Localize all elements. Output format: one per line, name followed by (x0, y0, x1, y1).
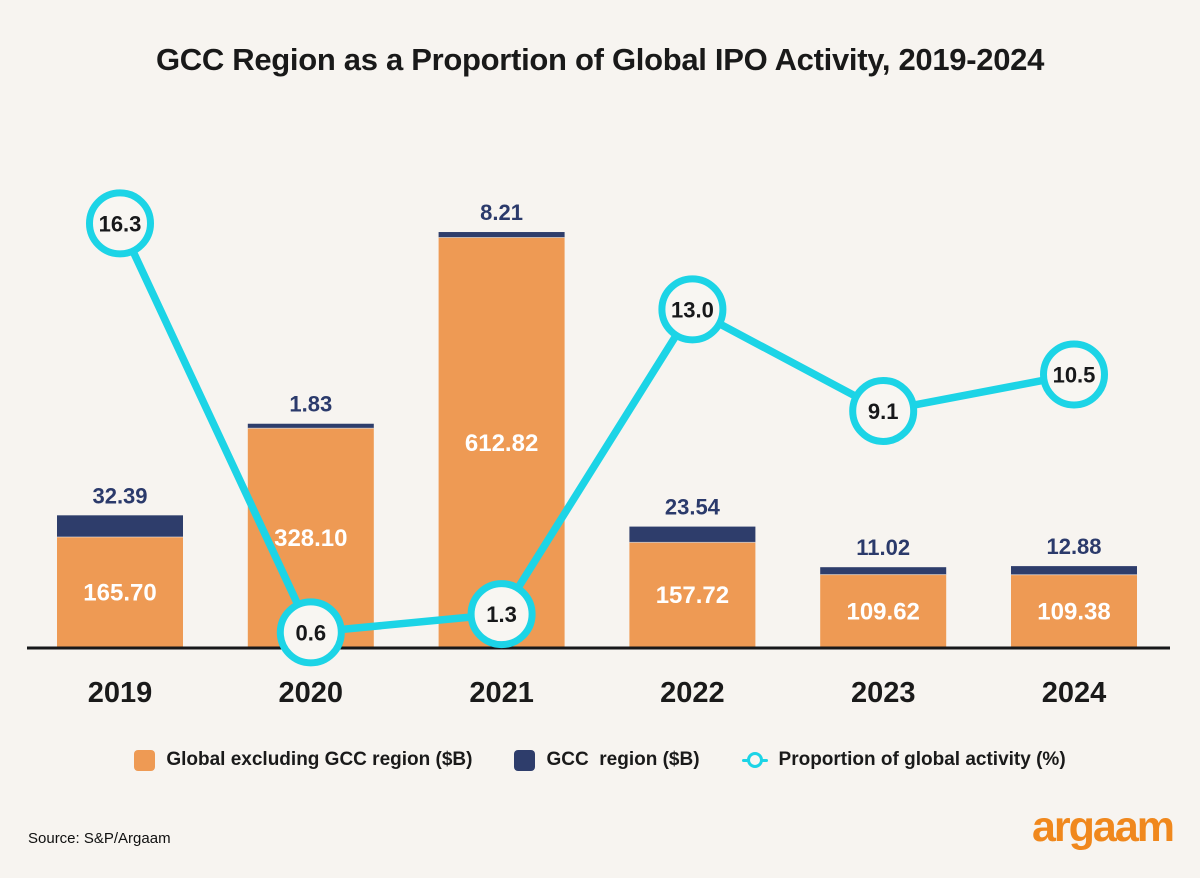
bar-gcc-2021 (438, 232, 565, 238)
bar-gcc-2020 (247, 423, 374, 429)
pct-label-2024: 10.5 (1053, 362, 1096, 387)
legend-label-proportion: Proportion of global activity (%) (778, 749, 1066, 770)
bar-value-label-2024: 109.38 (1037, 598, 1110, 625)
bar-global-2019 (57, 537, 183, 648)
pct-marker-2024 (1040, 340, 1108, 409)
x-axis-label-2022: 2022 (660, 677, 725, 709)
bars-layer (57, 232, 1137, 649)
bar-gcc-2022 (629, 526, 756, 543)
bar-global-2023 (820, 574, 947, 648)
bar-top-label-2021: 8.21 (480, 200, 523, 225)
bar-value-label-2019: 165.70 (83, 580, 156, 607)
bar-global-2024 (1011, 574, 1137, 648)
legend-swatch-gcc-icon (514, 749, 536, 771)
argaam-logo: argaam (1032, 803, 1175, 851)
pct-label-2020: 0.6 (296, 620, 327, 645)
pct-marker-2022 (658, 275, 727, 344)
bar-value-label-2023: 109.62 (846, 598, 919, 625)
bar-gcc-2019 (57, 515, 183, 538)
pct-marker-2021 (467, 580, 536, 649)
legend-label-gcc: GCC region ($B) (546, 749, 700, 770)
bar-value-label-2021: 612.82 (465, 430, 538, 457)
pct-marker-2019 (86, 189, 154, 258)
chart-title: GCC Region as a Proportion of Global IPO… (155, 42, 1045, 77)
pct-marker-2020 (276, 598, 345, 667)
bar-top-label-2019: 32.39 (92, 483, 147, 508)
legend-item-proportion: Proportion of global activity (%) (741, 749, 1066, 771)
legend-label-global: Global excluding GCC region ($B) (166, 749, 473, 770)
legend-swatch-global-icon (134, 749, 156, 771)
legend: Global excluding GCC region ($B) GCC reg… (0, 749, 1200, 771)
x-axis-label-2021: 2021 (469, 677, 534, 709)
x-axis-label-2020: 2020 (279, 677, 344, 709)
pct-label-2021: 1.3 (486, 602, 517, 627)
pct-label-2022: 13.0 (671, 297, 714, 322)
bar-top-label-2023: 11.02 (856, 535, 910, 560)
x-axis-label-2019: 2019 (88, 677, 153, 709)
source-note: Source: S&P/Argaam (28, 830, 171, 847)
legend-item-gcc: GCC region ($B) (514, 749, 700, 771)
x-axis-label-2023: 2023 (851, 677, 916, 709)
labels-layer: 32.39 165.70 2019 1.83 328.10 2020 8.21 612.82 2… (83, 200, 1110, 709)
legend-item-global: Global excluding GCC region ($B) (134, 749, 472, 771)
bar-gcc-2023 (820, 567, 947, 575)
bar-global-2021 (438, 237, 565, 649)
pct-label-2023: 9.1 (868, 399, 899, 424)
bar-top-label-2022: 23.54 (665, 495, 721, 520)
bar-value-label-2022: 157.72 (656, 582, 729, 609)
line-layer: 16.3 0.6 1.3 13.0 9.1 10.5 (86, 189, 1108, 667)
bar-value-label-2020: 328.10 (274, 525, 347, 552)
bar-gcc-2024 (1011, 566, 1137, 575)
bar-global-2022 (629, 542, 756, 648)
bar-top-label-2020: 1.83 (289, 392, 332, 417)
pct-marker-2023 (849, 376, 918, 445)
pct-label-2019: 16.3 (99, 211, 142, 236)
x-axis-label-2024: 2024 (1042, 677, 1107, 709)
bar-top-label-2024: 12.88 (1046, 534, 1101, 559)
legend-line-circle-icon (741, 751, 768, 769)
